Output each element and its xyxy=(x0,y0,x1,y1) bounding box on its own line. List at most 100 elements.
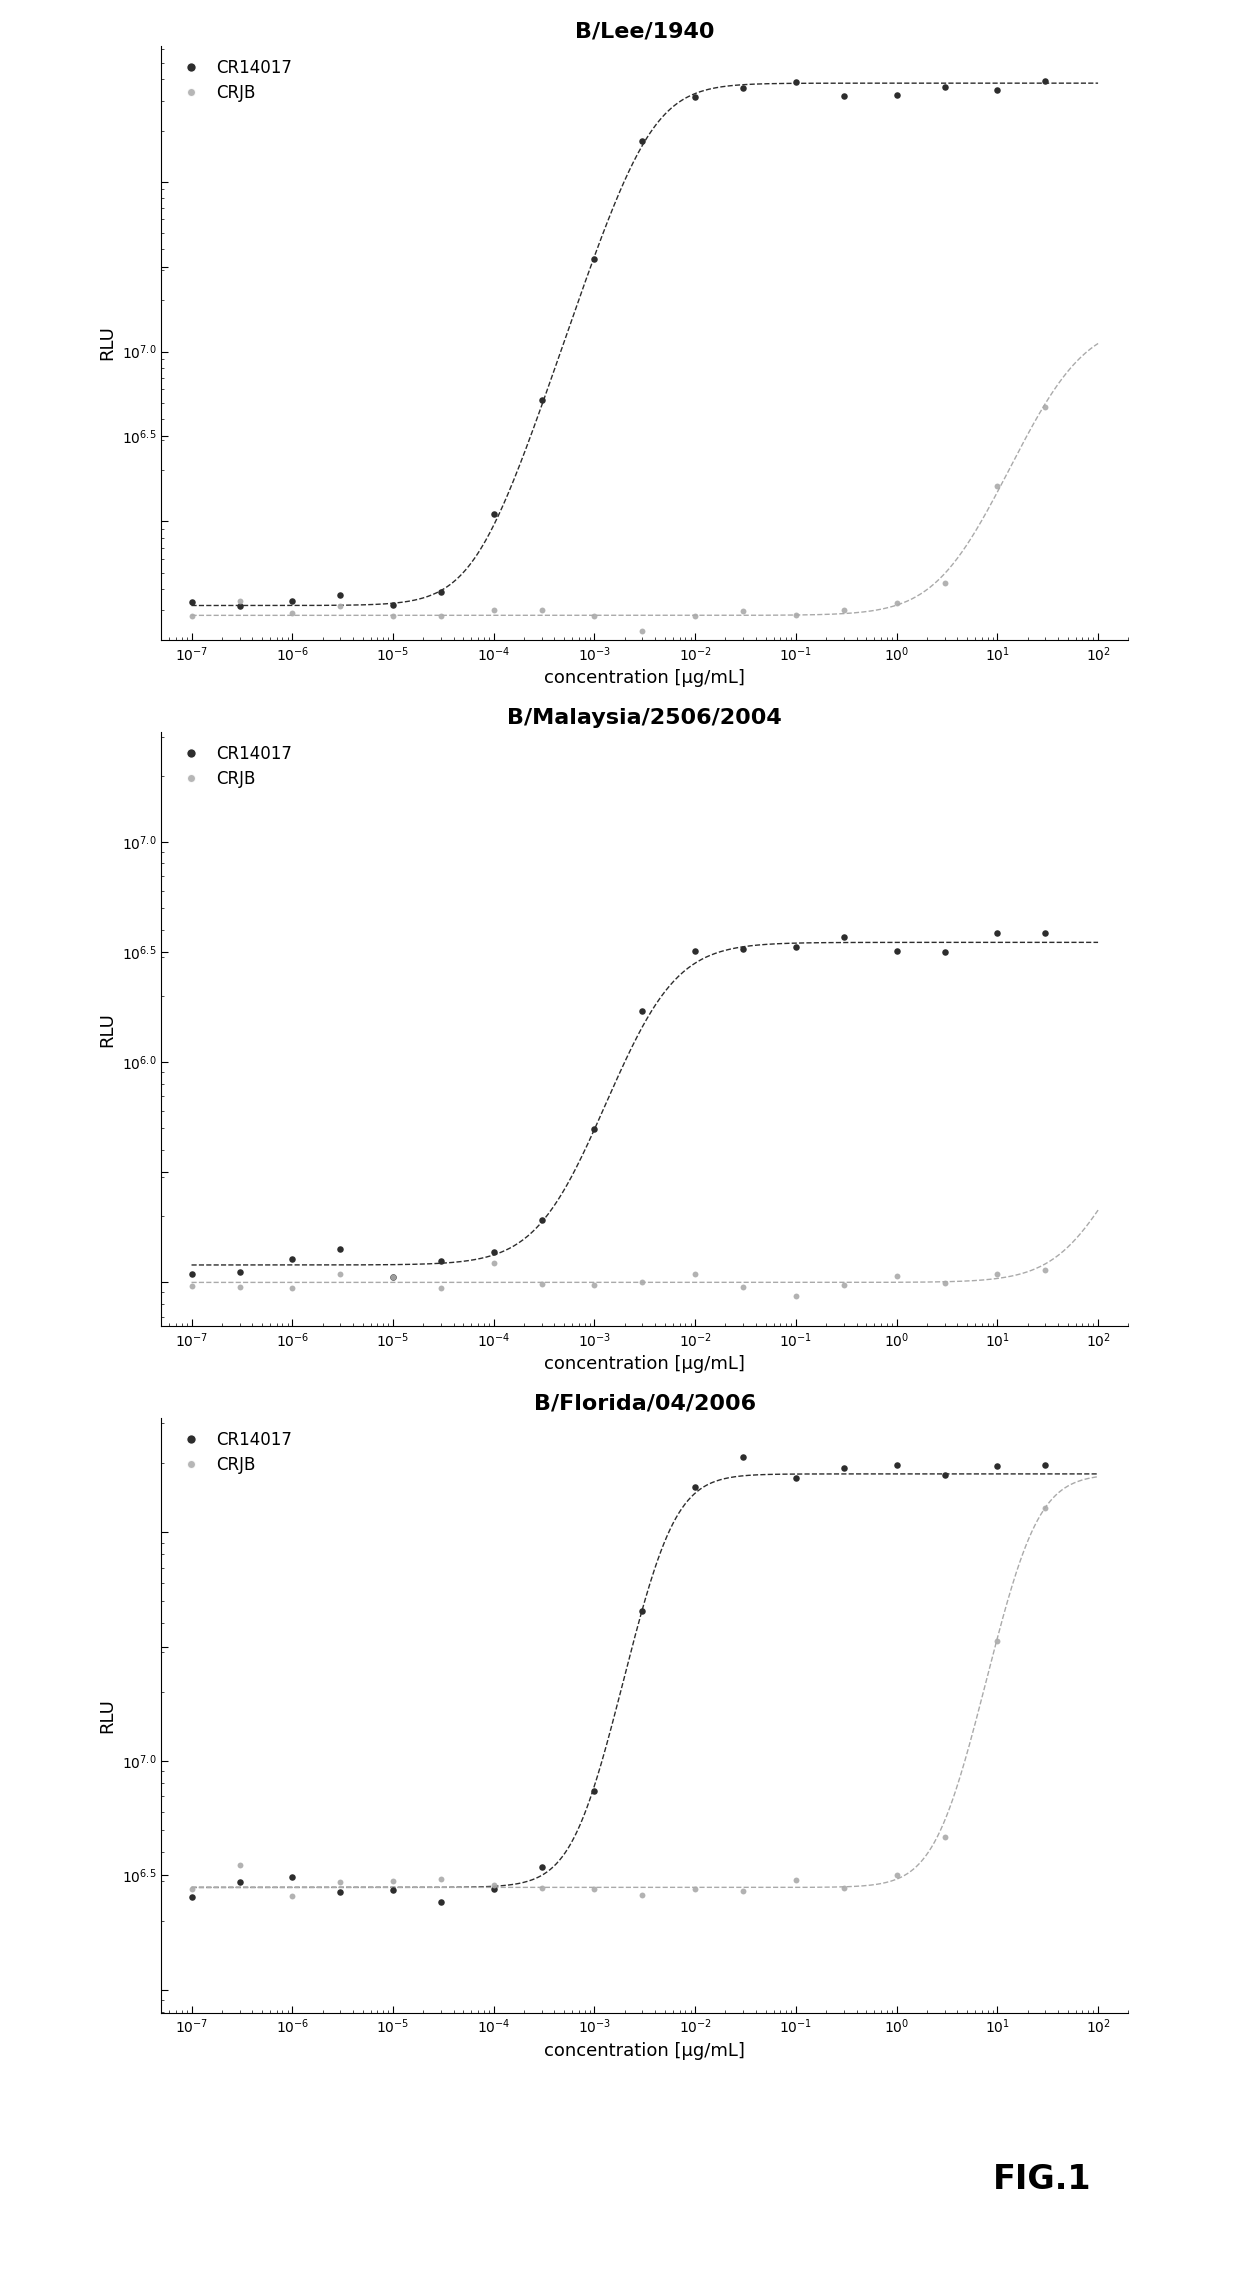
Point xyxy=(181,1878,201,1914)
Point xyxy=(835,919,854,956)
Point xyxy=(432,597,451,633)
Y-axis label: RLU: RLU xyxy=(98,1697,117,1734)
X-axis label: concentration [µg/mL]: concentration [µg/mL] xyxy=(544,1356,745,1374)
Point xyxy=(935,69,955,105)
Point xyxy=(987,1256,1007,1292)
Text: FIG.1: FIG.1 xyxy=(993,2164,1091,2196)
Point xyxy=(987,1624,1007,1660)
Point xyxy=(935,933,955,970)
Y-axis label: RLU: RLU xyxy=(98,325,117,361)
Point xyxy=(383,599,403,636)
Point xyxy=(283,1269,303,1306)
Point xyxy=(733,1269,753,1306)
Point xyxy=(987,469,1007,505)
Point xyxy=(835,1868,854,1905)
Point xyxy=(786,64,806,101)
Point xyxy=(584,1772,604,1809)
Point xyxy=(887,1857,906,1894)
Point xyxy=(887,1258,906,1294)
Point xyxy=(987,1448,1007,1484)
Point xyxy=(835,78,854,114)
Point xyxy=(584,240,604,277)
Point xyxy=(432,1269,451,1306)
Point xyxy=(733,1873,753,1910)
Point xyxy=(786,1278,806,1315)
Point xyxy=(532,382,552,419)
Point xyxy=(330,1873,350,1910)
Point xyxy=(686,1256,706,1292)
Point xyxy=(383,1260,403,1297)
Point xyxy=(229,583,249,620)
Point xyxy=(181,1256,201,1292)
Point xyxy=(383,1862,403,1898)
Point xyxy=(532,1871,552,1907)
Point xyxy=(283,1242,303,1278)
Point xyxy=(484,1871,503,1907)
Point xyxy=(733,69,753,105)
Point xyxy=(229,1269,249,1306)
Point xyxy=(383,1871,403,1907)
Point xyxy=(484,496,503,533)
Point xyxy=(1035,389,1055,425)
Point xyxy=(330,1864,350,1900)
Title: B/Malaysia/2506/2004: B/Malaysia/2506/2004 xyxy=(507,707,782,727)
Point xyxy=(283,595,303,631)
Point xyxy=(532,1201,552,1237)
Point xyxy=(532,592,552,629)
Point xyxy=(584,1267,604,1304)
X-axis label: concentration [µg/mL]: concentration [µg/mL] xyxy=(544,670,745,688)
Point xyxy=(686,1871,706,1907)
Point xyxy=(484,1233,503,1269)
Point xyxy=(632,1262,652,1299)
Point xyxy=(686,599,706,636)
Point xyxy=(330,588,350,624)
Point xyxy=(330,576,350,613)
Point xyxy=(733,931,753,967)
Point xyxy=(632,1878,652,1914)
Point xyxy=(786,597,806,633)
Legend: CR14017, CRJB: CR14017, CRJB xyxy=(170,55,298,107)
Point xyxy=(181,597,201,633)
Point xyxy=(283,1859,303,1896)
Point xyxy=(733,1439,753,1475)
Point xyxy=(987,915,1007,951)
Point xyxy=(484,592,503,629)
Point xyxy=(532,1848,552,1884)
Point xyxy=(835,1450,854,1487)
Legend: CR14017, CRJB: CR14017, CRJB xyxy=(170,741,298,794)
Point xyxy=(432,1884,451,1921)
Point xyxy=(584,1871,604,1907)
Point xyxy=(935,1457,955,1493)
Point xyxy=(283,583,303,620)
Point xyxy=(584,1111,604,1148)
Point xyxy=(786,929,806,965)
X-axis label: concentration [µg/mL]: concentration [µg/mL] xyxy=(544,2042,745,2061)
Point xyxy=(987,71,1007,107)
Point xyxy=(935,565,955,601)
Point xyxy=(786,1459,806,1496)
Point xyxy=(1035,62,1055,98)
Point xyxy=(632,613,652,650)
Point xyxy=(887,75,906,112)
Point xyxy=(1035,1489,1055,1525)
Point xyxy=(887,585,906,622)
Point xyxy=(1035,1445,1055,1482)
Point xyxy=(835,1267,854,1304)
Point xyxy=(1035,1251,1055,1288)
Point xyxy=(181,1871,201,1907)
Point xyxy=(786,1862,806,1898)
Point xyxy=(835,592,854,629)
Point xyxy=(484,1244,503,1281)
Point xyxy=(283,1878,303,1914)
Point xyxy=(686,1468,706,1505)
Point xyxy=(383,1260,403,1297)
Legend: CR14017, CRJB: CR14017, CRJB xyxy=(170,1427,298,1480)
Point xyxy=(935,1818,955,1855)
Title: B/Florida/04/2006: B/Florida/04/2006 xyxy=(533,1393,756,1413)
Point xyxy=(584,597,604,633)
Point xyxy=(432,574,451,611)
Title: B/Lee/1940: B/Lee/1940 xyxy=(575,21,714,41)
Point xyxy=(935,1265,955,1301)
Point xyxy=(181,1267,201,1304)
Point xyxy=(686,78,706,114)
